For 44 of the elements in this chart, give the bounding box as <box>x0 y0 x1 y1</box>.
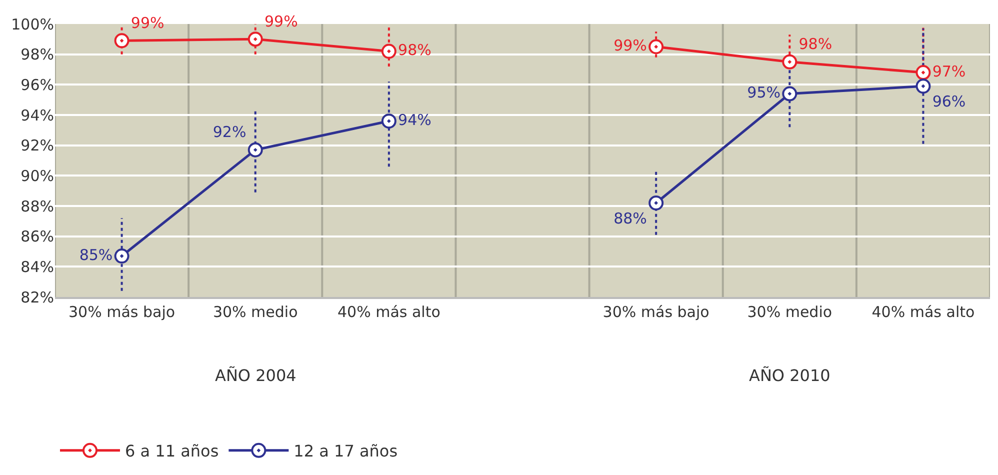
legend-label: 6 a 11 años <box>125 442 219 461</box>
y-tick-label: 100% <box>11 15 54 34</box>
point <box>916 65 931 80</box>
point <box>648 195 664 210</box>
point <box>114 248 130 264</box>
y-tick-label: 82% <box>20 288 54 306</box>
data-label: 99% <box>614 36 647 54</box>
data-label: 99% <box>264 12 298 30</box>
data-label: 98% <box>798 35 832 54</box>
y-tick-label: 86% <box>20 228 54 246</box>
y-tick-label: 92% <box>20 136 54 155</box>
x-tick-label: 30% medio <box>212 303 298 321</box>
data-label: 92% <box>212 123 246 142</box>
y-tick-label: 88% <box>20 197 54 216</box>
point <box>248 142 263 158</box>
data-label: 95% <box>747 84 781 102</box>
x-tick-label: 30% más bajo <box>602 303 710 321</box>
point <box>381 114 396 129</box>
data-label: 85% <box>79 246 113 264</box>
x-tick-label: 40% más alto <box>872 303 975 321</box>
point <box>114 33 130 48</box>
x-tick-label: 30% más bajo <box>68 303 176 321</box>
x-tick-label: 30% medio <box>747 303 832 321</box>
y-tick-label: 96% <box>20 76 54 94</box>
point <box>916 78 931 94</box>
y-tick-label: 98% <box>20 46 54 64</box>
text: AÑO 2004 <box>215 366 296 385</box>
point <box>648 39 664 54</box>
data-label: 88% <box>614 209 647 228</box>
x-tick-label: 40% más alto <box>337 303 440 321</box>
y-tick-label: 94% <box>20 106 54 124</box>
data-label: 96% <box>932 92 966 111</box>
point <box>782 86 798 102</box>
data-label: 94% <box>398 110 432 129</box>
text: AÑO 2010 <box>749 366 830 385</box>
point <box>782 54 798 70</box>
y-tick-label: 84% <box>20 258 54 276</box>
y-tick-label: 90% <box>20 166 54 185</box>
data-label: 99% <box>130 14 164 32</box>
data-label: 98% <box>398 41 432 60</box>
point <box>381 44 396 59</box>
legend-label: 12 a 17 años <box>294 442 398 461</box>
data-label: 97% <box>932 62 966 80</box>
point <box>248 32 263 47</box>
